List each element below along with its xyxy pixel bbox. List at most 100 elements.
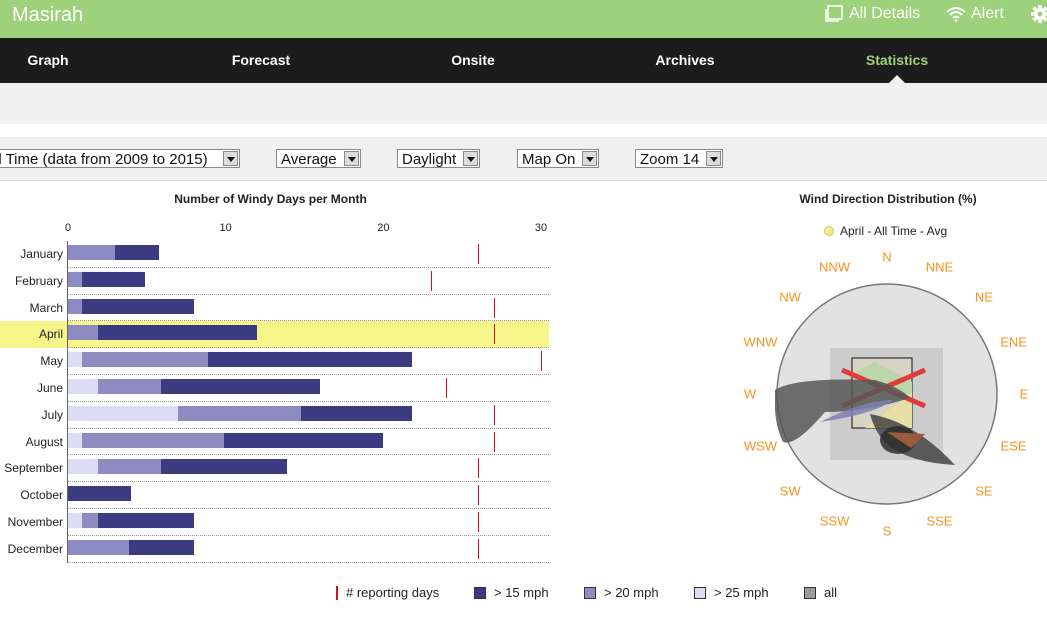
reporting-days-marker <box>446 378 448 398</box>
wind-direction-legend: April - All Time - Avg <box>824 224 947 238</box>
bar-20mph <box>68 432 225 448</box>
stat-select-value: Average <box>281 151 337 168</box>
compass-label: SSW <box>819 513 850 529</box>
tab-archives[interactable]: Archives <box>655 52 715 68</box>
reporting-days-marker <box>477 538 479 559</box>
month-label: December <box>7 541 63 556</box>
month-label: March <box>29 300 63 315</box>
active-tab-caret <box>889 75 905 83</box>
legend-20mph-swatch <box>584 586 596 599</box>
x-tick-label: 0 <box>64 222 72 234</box>
windy-days-chart-title: Number of Windy Days per Month <box>174 192 367 206</box>
bar-25mph <box>68 513 83 528</box>
legend-15mph-swatch <box>474 586 486 599</box>
chart-row <box>68 509 549 536</box>
month-label: June <box>36 381 63 395</box>
chart-row <box>68 455 549 483</box>
legend-25mph: > 25 mph <box>694 585 769 600</box>
legend-all-label: all <box>824 585 838 600</box>
chart-row <box>68 375 549 402</box>
chart-row <box>68 321 549 349</box>
reporting-days-marker <box>493 324 495 345</box>
bar-25mph <box>68 379 98 394</box>
bar-20mph <box>68 539 130 555</box>
wind-direction-title: Wind Direction Distribution (%) <box>799 192 977 206</box>
compass-label: W <box>743 386 757 402</box>
zoom-select-value: Zoom 14 <box>640 151 700 168</box>
gear-icon[interactable] <box>1027 3 1047 25</box>
all-details-label: All Details <box>849 5 921 22</box>
legend-25mph-swatch <box>694 586 706 599</box>
legend-25mph-label: > 25 mph <box>714 585 769 600</box>
bar-15mph <box>68 486 132 502</box>
wifi-icon <box>946 7 966 22</box>
app-title: Masirah <box>12 4 84 26</box>
tab-graph[interactable]: Graph <box>27 52 69 68</box>
legend-all: all <box>804 585 837 600</box>
reporting-days-marker <box>493 404 495 425</box>
bar-25mph <box>68 405 179 421</box>
period-select[interactable]: All Time (data from 2009 to 2015) <box>0 149 240 168</box>
compass-label: NW <box>779 289 801 305</box>
reporting-days-marker <box>541 351 542 372</box>
tab-forecast[interactable]: Forecast <box>231 52 291 68</box>
reporting-days-marker <box>477 512 479 532</box>
legend-20mph-label: > 20 mph <box>604 585 659 600</box>
compass-label: ESE <box>1000 438 1027 454</box>
bar-25mph <box>68 459 98 475</box>
legend-15mph-label: > 15 mph <box>494 585 549 600</box>
chart-row <box>68 268 549 295</box>
zoom-select[interactable]: Zoom 14 <box>635 149 723 168</box>
month-label: January <box>20 247 63 261</box>
wind-sector-west-inner <box>820 400 893 422</box>
bar-15mph <box>68 325 258 341</box>
x-tick-label: 10 <box>219 222 232 234</box>
compass-label: N <box>882 249 892 265</box>
tab-statistics[interactable]: Statistics <box>865 52 929 68</box>
reporting-days-marker <box>477 485 479 506</box>
stat-select[interactable]: Average <box>276 149 361 168</box>
legend-dot-icon <box>824 226 834 236</box>
alert-link[interactable]: Alert <box>946 5 1004 23</box>
map-select[interactable]: Map On <box>517 149 599 168</box>
chevron-down-icon <box>344 151 359 166</box>
windy-days-plot <box>67 241 549 563</box>
bar-20mph <box>68 325 98 341</box>
month-label: September <box>4 461 63 476</box>
controls-bar: All Time (data from 2009 to 2015) Averag… <box>0 137 1047 181</box>
time-select[interactable]: Daylight <box>397 149 480 168</box>
reporting-days-marker <box>477 244 479 264</box>
bar-15mph <box>68 298 195 314</box>
legend-all-swatch <box>804 586 816 599</box>
compass-label: WSW <box>743 438 778 454</box>
bar-25mph <box>68 432 83 448</box>
top-bar: Masirah All Details Alert <box>0 0 1047 38</box>
chart-row <box>68 429 549 456</box>
compass-label: NNW <box>819 259 851 275</box>
all-details-link[interactable]: All Details <box>824 5 920 23</box>
bar-20mph <box>68 245 116 260</box>
legend-20mph: > 20 mph <box>584 585 659 600</box>
reporting-days-marker <box>493 431 495 452</box>
chart-row <box>68 348 549 375</box>
legend-15mph: > 15 mph <box>474 585 549 600</box>
sub-header-band <box>0 83 1047 124</box>
nav-bar: Graph Forecast Onsite Archives Statistic… <box>0 38 1047 83</box>
chart-row <box>68 402 549 429</box>
time-select-value: Daylight <box>402 151 457 168</box>
month-label: February <box>14 273 63 288</box>
chart-row <box>68 241 549 268</box>
details-icon <box>825 5 843 22</box>
compass-label: SE <box>975 483 993 499</box>
bar-15mph <box>68 271 146 287</box>
chevron-down-icon <box>463 151 478 166</box>
month-label: October <box>20 488 63 503</box>
month-label: May <box>40 354 63 369</box>
period-select-value: All Time (data from 2009 to 2015) <box>0 151 208 168</box>
chevron-down-icon <box>582 151 597 166</box>
month-label: August <box>25 434 63 449</box>
bar-15mph <box>68 513 195 528</box>
tab-onsite[interactable]: Onsite <box>451 52 495 68</box>
legend-reporting-days: # reporting days <box>336 585 439 600</box>
month-label: July <box>41 407 63 422</box>
